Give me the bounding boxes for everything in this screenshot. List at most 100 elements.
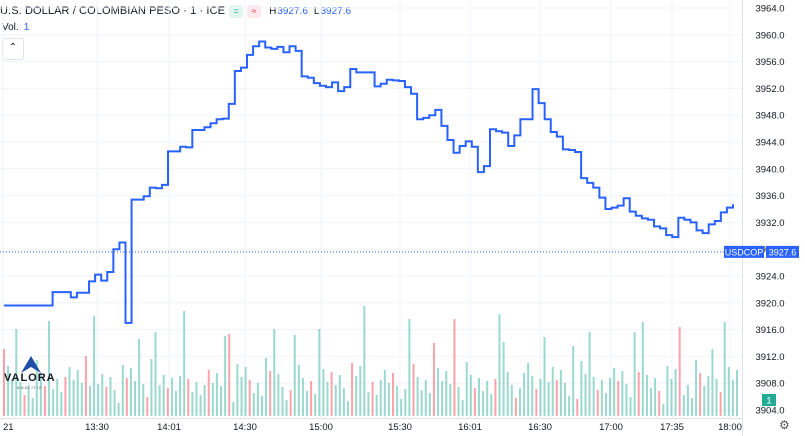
volume-bar	[617, 381, 620, 416]
volume-bar	[84, 356, 87, 416]
y-tick-label: 3908.0	[755, 379, 784, 390]
volume-bar	[48, 321, 51, 416]
volume-bar	[408, 319, 411, 416]
volume-bar	[211, 383, 214, 416]
last-price-tag-label: 3927.6	[769, 247, 797, 257]
volume-bar	[121, 365, 124, 416]
volume-bar	[228, 334, 231, 416]
volume-bar	[68, 367, 71, 416]
volume-bar	[146, 397, 149, 416]
volume-bar	[510, 385, 513, 416]
volume-bar	[158, 385, 161, 416]
volume-bar	[207, 370, 210, 416]
volume-bar	[412, 364, 415, 416]
y-tick-label: 3948.0	[755, 111, 784, 122]
volume-label: Vol.	[2, 22, 19, 33]
volume-bar	[7, 366, 10, 416]
volume-bar	[535, 389, 538, 416]
volume-bar	[195, 382, 198, 416]
low-value: 3927.6	[320, 5, 352, 17]
volume-bar	[56, 379, 59, 416]
volume-bar	[322, 369, 325, 416]
volume-bar	[117, 403, 120, 416]
y-tick-label: 3952.0	[755, 84, 784, 95]
volume-bar	[244, 367, 247, 416]
volume-bar	[498, 314, 501, 416]
volume-bar	[334, 385, 337, 416]
volume-tag-label: 1	[766, 396, 771, 407]
gear-icon[interactable]: ⚙	[779, 418, 790, 432]
volume-bar	[318, 329, 321, 416]
y-tick-label: 3904.0	[755, 405, 784, 416]
high-value: 3927.6	[277, 5, 308, 17]
volume-bar	[449, 384, 452, 416]
volume-bar	[568, 396, 571, 416]
volume-bar	[3, 349, 5, 416]
volume-bar	[609, 378, 612, 416]
volume-bar	[551, 367, 554, 416]
y-tick-label: 3936.0	[755, 191, 784, 202]
volume-bar	[588, 332, 591, 416]
volume-bar	[215, 373, 218, 416]
volume-bar	[670, 379, 673, 416]
volume-bar	[731, 380, 734, 416]
volume-bar	[678, 327, 681, 416]
symbol-tag	[724, 245, 764, 258]
volume-bar	[338, 375, 341, 416]
volume-bar	[138, 339, 141, 416]
volume-bar	[363, 306, 366, 416]
chevron-up-icon[interactable]: ⌃	[2, 38, 24, 60]
volume-bar	[527, 363, 530, 416]
volume-bar	[539, 379, 542, 416]
volume-bar	[473, 388, 476, 416]
volume-legend[interactable]: Vol. 1	[2, 22, 29, 33]
low-label: L	[313, 5, 320, 17]
x-tick-label: 15:00	[309, 422, 333, 433]
volume-bar	[232, 402, 235, 416]
volume-bar	[695, 360, 698, 416]
volume-bar	[129, 368, 132, 416]
volume-bar	[113, 390, 116, 416]
volume-bar	[342, 388, 345, 416]
volume-bar	[437, 368, 440, 416]
volume-bar	[453, 319, 456, 416]
y-tick-label: 3964.0	[755, 4, 784, 15]
volume-bar	[174, 391, 177, 416]
x-tick-label: 17:00	[599, 422, 623, 433]
volume-bar	[604, 393, 607, 416]
volume-bar	[613, 368, 616, 416]
volume-bar	[494, 379, 497, 416]
y-tick-label: 3960.0	[755, 30, 784, 41]
price-line	[4, 40, 734, 324]
volume-bar	[43, 386, 46, 416]
volume-bar	[355, 376, 358, 416]
volume-bar	[392, 373, 395, 416]
volume-bar	[461, 400, 464, 416]
volume-bar	[203, 385, 206, 416]
volume-bar	[424, 380, 427, 416]
watermark-text: VALORA	[4, 372, 56, 384]
volume-bar	[23, 395, 26, 416]
volume-bar	[236, 364, 239, 416]
volume-bar	[351, 363, 354, 416]
volume-bar	[224, 336, 227, 416]
volume-bar	[559, 370, 562, 416]
y-tick-label: 3916.0	[755, 325, 784, 336]
volume-bar	[518, 388, 521, 416]
volume-bar	[736, 370, 738, 416]
volume-bar	[723, 322, 726, 416]
volume-bar	[265, 358, 268, 416]
volume-bar	[277, 374, 280, 416]
volume-bar	[690, 398, 693, 416]
x-tick-label: 13:30	[85, 422, 109, 433]
volume-bar	[711, 349, 714, 416]
volume-bar	[428, 393, 431, 416]
volume-bar	[633, 332, 636, 416]
volume-bar	[432, 343, 435, 416]
volume-bar	[269, 371, 272, 416]
volume-bar	[486, 381, 489, 416]
volume-bar	[134, 381, 137, 416]
volume-bar	[547, 382, 550, 416]
x-tick-label: 17:35	[660, 422, 684, 433]
